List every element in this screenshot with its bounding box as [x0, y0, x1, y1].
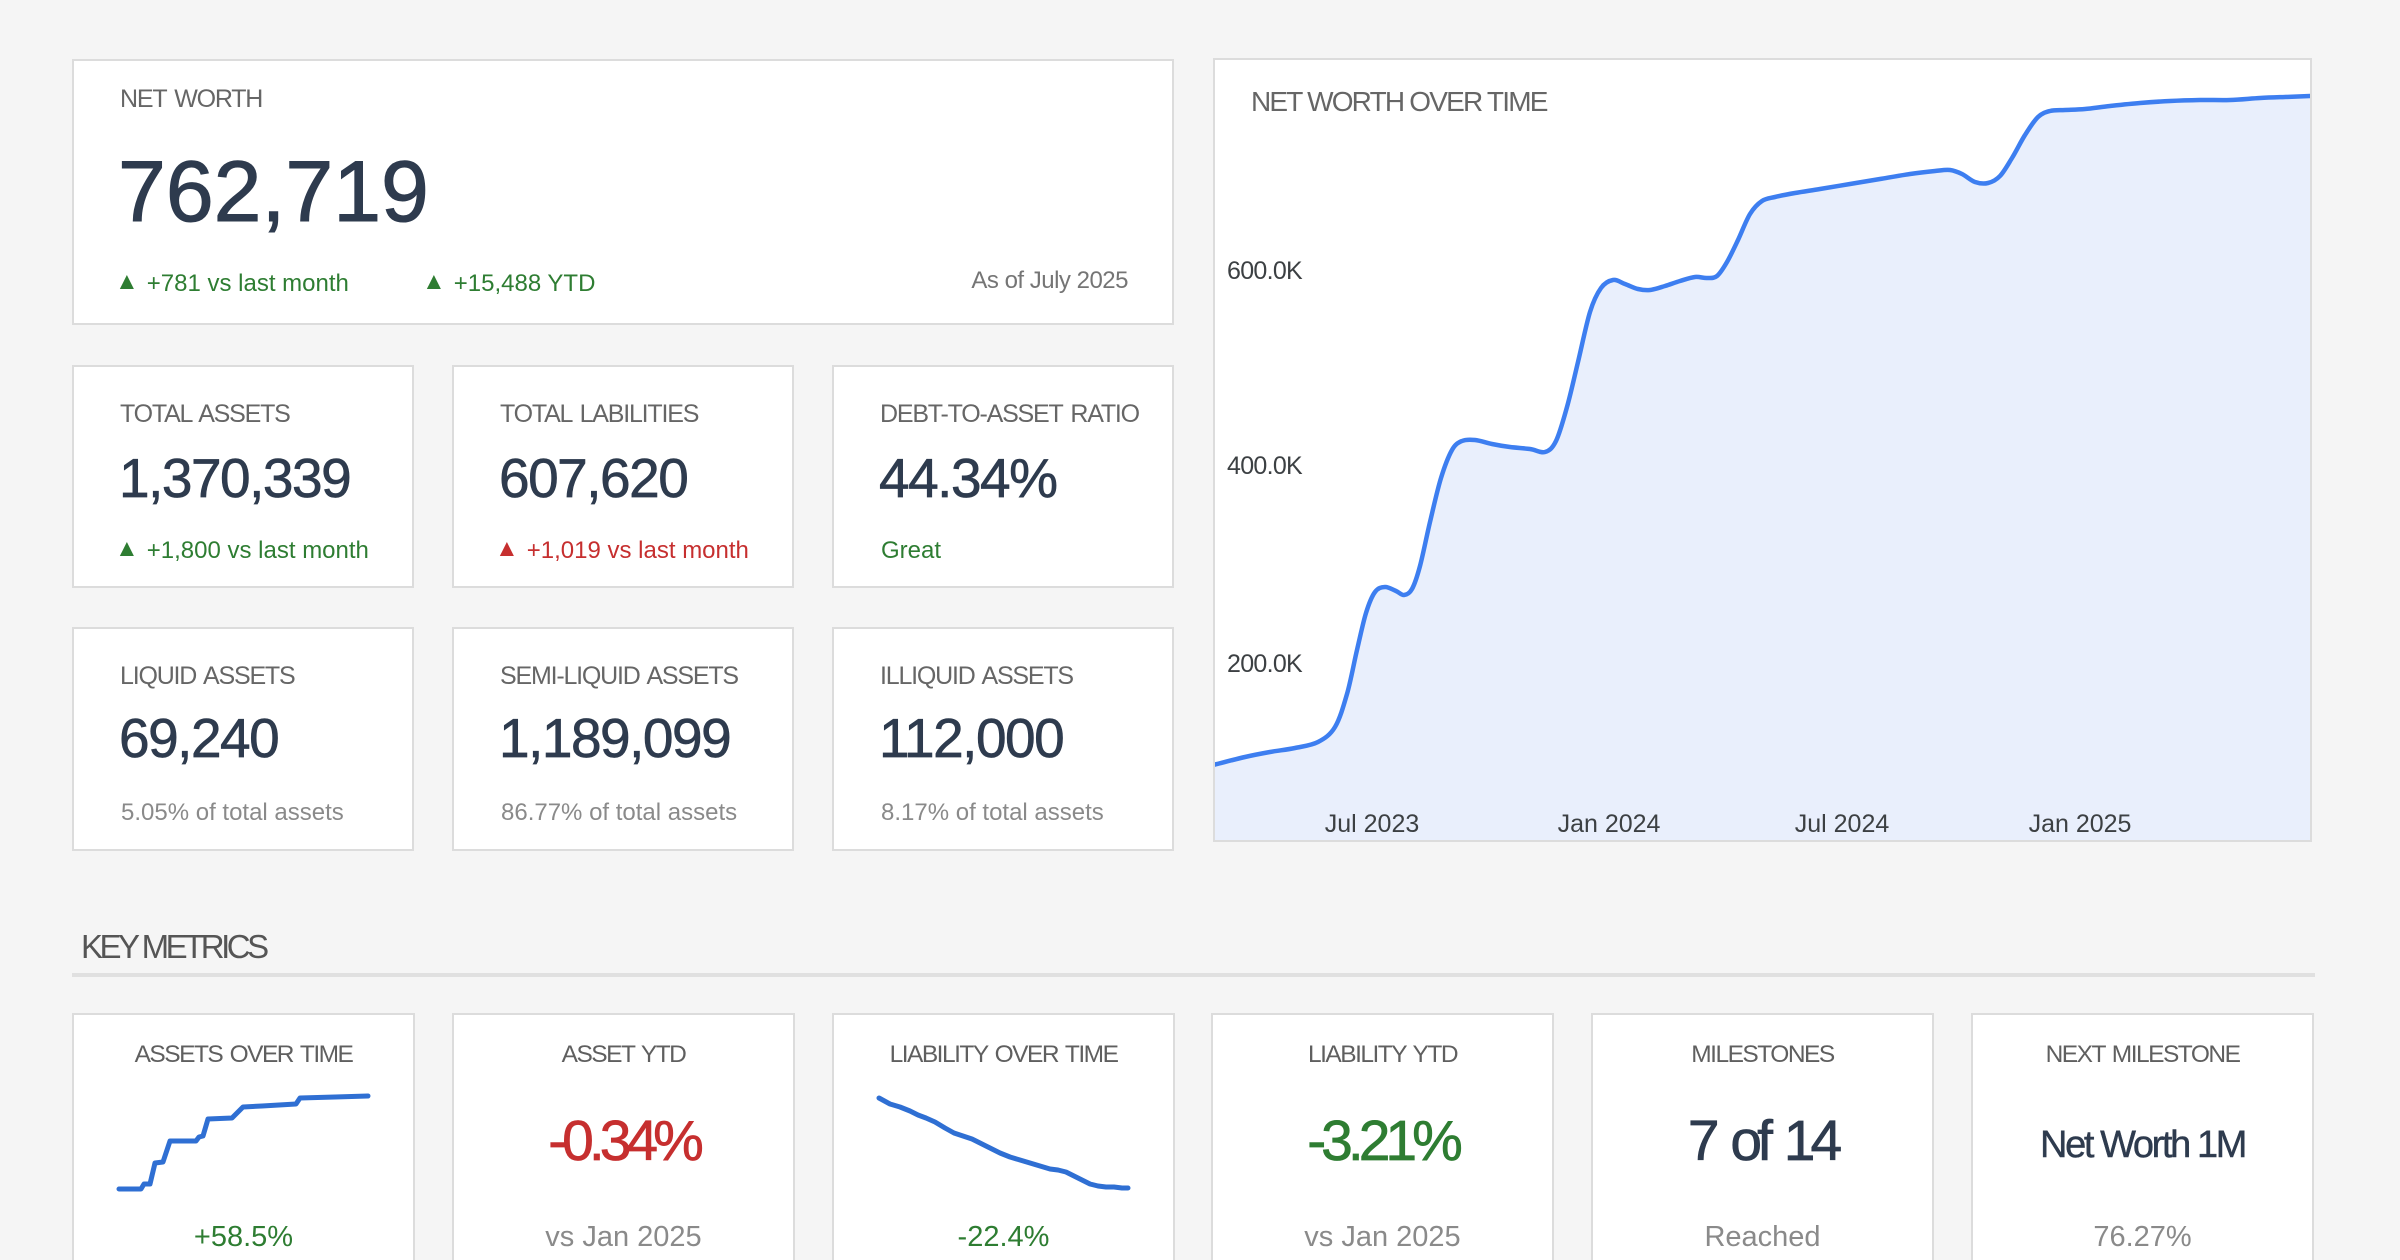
- svg-text:Jul 2024: Jul 2024: [1795, 810, 1890, 838]
- svg-text:Jan 2024: Jan 2024: [1558, 810, 1661, 838]
- svg-text:600.0K: 600.0K: [1227, 257, 1303, 285]
- svg-text:400.0K: 400.0K: [1227, 452, 1303, 480]
- svg-text:Jan 2025: Jan 2025: [2029, 810, 2132, 838]
- svg-text:Jul 2023: Jul 2023: [1325, 810, 1420, 838]
- svg-text:200.0K: 200.0K: [1227, 650, 1303, 678]
